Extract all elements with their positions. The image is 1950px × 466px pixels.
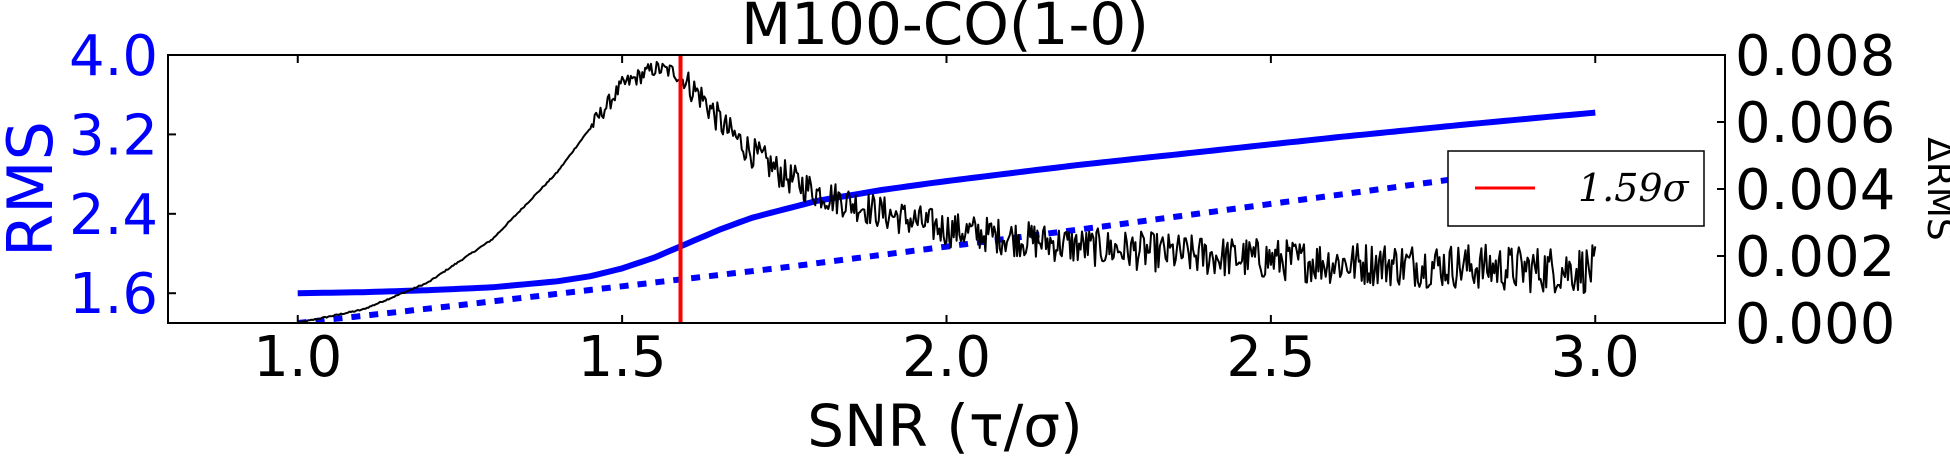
x-tick-label: 1.0 (253, 325, 342, 390)
x-axis-label: SNR (τ/σ) (807, 392, 1082, 460)
y-right-tick-label: 0.006 (1735, 91, 1895, 156)
y-left-tick-label: 1.6 (69, 262, 158, 327)
y-right-tick-label: 0.002 (1735, 225, 1895, 290)
y-right-tick-label: 0.004 (1735, 158, 1895, 223)
y-axis-label-left: RMS (0, 121, 67, 257)
x-tick-label: 2.5 (1226, 325, 1315, 390)
y-left-tick-label: 2.4 (69, 183, 158, 248)
chart-title: M100-CO(1-0) (741, 0, 1149, 58)
x-tick-label: 1.5 (578, 325, 667, 390)
y-axis-label-right: ΔRMS (1919, 137, 1950, 241)
legend-label: 1.59σ (1578, 166, 1690, 210)
y-left-tick-label: 4.0 (69, 24, 158, 89)
legend: 1.59σ (1447, 150, 1705, 227)
y-right-tick-label: 0.000 (1735, 292, 1895, 357)
series-rms-dotted-line (297, 156, 1596, 323)
x-tick-label: 3.0 (1551, 325, 1640, 390)
series-rms-line (297, 109, 1596, 297)
y-left-tick-label: 3.2 (69, 103, 158, 168)
x-tick-label: 2.0 (902, 325, 991, 390)
y-right-tick-label: 0.008 (1735, 24, 1895, 89)
series-delta-rms-line (297, 60, 1597, 323)
